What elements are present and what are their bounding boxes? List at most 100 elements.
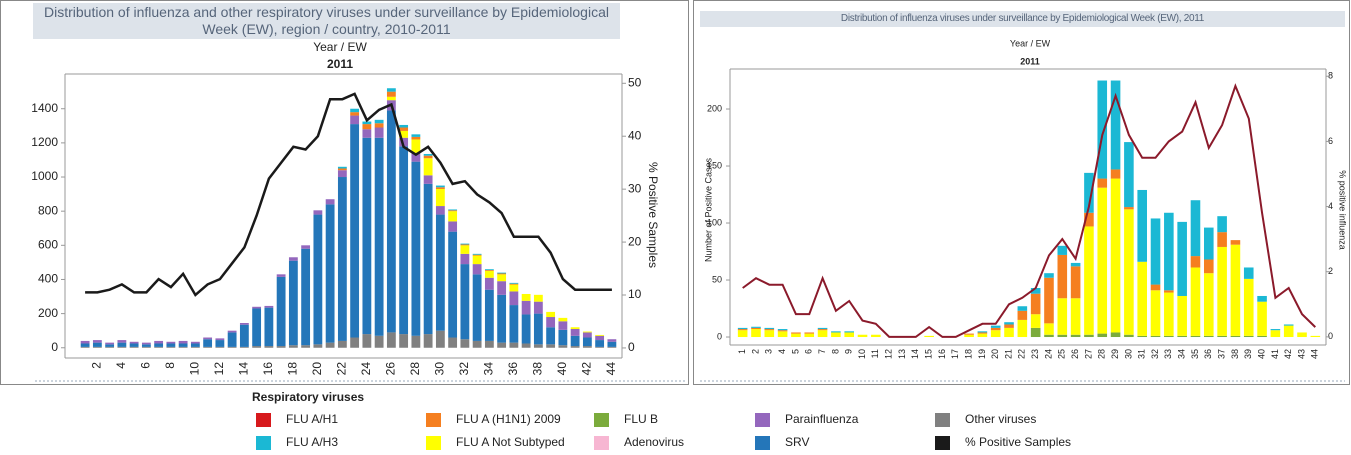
bar-segment — [362, 121, 372, 125]
bar-segment — [1243, 335, 1254, 338]
bar-segment — [1070, 298, 1081, 335]
bar-segment — [337, 340, 347, 348]
x-tick-label: 9 — [844, 349, 854, 354]
bar-segment — [337, 170, 347, 178]
bar-segment — [362, 137, 372, 335]
bar-segment — [1190, 200, 1201, 257]
bar-series: Parainfluenza — [80, 100, 617, 345]
bar-segment — [497, 274, 507, 282]
y-tick-label: 0 — [717, 331, 722, 341]
bar-segment — [325, 342, 335, 348]
x-tick-label: 2 — [90, 362, 104, 369]
bar-segment — [509, 305, 519, 343]
bar-segment — [288, 260, 298, 346]
legend-label: FLU B — [624, 412, 658, 426]
bar-segment — [313, 214, 323, 345]
y-tick-label: 600 — [38, 237, 58, 251]
bar-segment — [546, 311, 556, 318]
x-tick-label: 12 — [884, 349, 894, 359]
x-tick-label: 36 — [506, 362, 520, 376]
bar-segment — [595, 334, 605, 336]
bar-series: FLU A/H3 — [737, 80, 1294, 333]
bar-segment — [411, 136, 421, 140]
bar-segment — [350, 115, 360, 125]
bar-series: FLU A (H1N1) 2009 — [337, 91, 519, 285]
bar-segment — [313, 210, 323, 215]
bar-segment — [239, 324, 249, 347]
bar-segment — [764, 329, 775, 331]
x-tick-label: 44 — [1310, 349, 1320, 359]
bar-segment — [399, 124, 409, 128]
x-tick-label: 14 — [237, 362, 251, 376]
bar-segment — [1110, 178, 1121, 333]
y-tick-label: 400 — [38, 272, 58, 286]
bar-segment — [435, 214, 445, 331]
bar-segment — [1004, 324, 1014, 328]
bar-segment — [374, 335, 384, 348]
bar-segment — [1204, 335, 1214, 338]
bar-segment — [435, 187, 445, 189]
legend-swatch — [256, 436, 271, 450]
bar-segment — [595, 340, 605, 347]
bar-segment — [252, 306, 262, 309]
x-tick-label: 6 — [804, 349, 814, 354]
bar-segment — [844, 332, 854, 338]
bar-series: SRV — [80, 110, 617, 347]
x-tick-label: 27 — [1083, 349, 1093, 359]
bar-segment — [484, 289, 494, 341]
x-tick-label: 39 — [1243, 349, 1253, 359]
bar-segment — [105, 346, 115, 348]
bar-segment — [80, 343, 90, 347]
bar-segment — [990, 330, 1001, 338]
x-tick-label: 11 — [870, 349, 880, 358]
bar-segment — [817, 327, 828, 330]
legend-label: SRV — [785, 435, 809, 449]
bar-segment — [227, 346, 237, 348]
bar-segment — [509, 282, 519, 284]
y-tick-label: 200 — [707, 103, 722, 113]
bar-segment — [411, 134, 421, 137]
bar-segment — [1057, 245, 1068, 255]
bar-segment — [791, 332, 801, 334]
y-tick-label: 1400 — [31, 101, 58, 115]
bar-segment — [386, 96, 396, 101]
x-tick-label: 32 — [457, 362, 471, 376]
bar-segment — [301, 248, 311, 346]
x-tick-label: 8 — [830, 349, 840, 354]
y-tick-label: 100 — [707, 217, 722, 227]
bar-segment — [1190, 256, 1201, 268]
bar-segment — [497, 342, 507, 348]
bar-segment — [154, 340, 164, 344]
y2-axis-label: % Positive Samples — [646, 162, 660, 268]
bar-segment — [570, 335, 580, 347]
bar-segment — [203, 337, 213, 340]
bar-segment — [817, 329, 828, 331]
bar-segment — [751, 329, 761, 338]
left-panel — [0, 0, 689, 385]
bar-segment — [1030, 327, 1041, 338]
bar-segment — [460, 244, 470, 246]
bar-segment — [337, 166, 347, 169]
x-tick-label: 14 — [910, 349, 920, 359]
bar-segment — [411, 139, 421, 154]
bar-segment — [990, 327, 1001, 331]
bar-segment — [558, 345, 568, 348]
bar-segment — [764, 330, 775, 338]
y2-tick-label: 0 — [1328, 331, 1333, 341]
x-tick-label: 35 — [1190, 349, 1200, 359]
y2-tick-label: 2 — [1328, 266, 1333, 276]
x-tick-label: 36 — [1203, 349, 1213, 359]
bar-segment — [337, 177, 347, 341]
bar-segment — [1150, 290, 1161, 336]
bar-segment — [497, 272, 507, 274]
bar-segment — [977, 332, 988, 334]
x-tick-label: 32 — [1150, 349, 1160, 359]
bar-segment — [582, 332, 592, 338]
bar-segment — [844, 331, 854, 333]
x-tick-label: 40 — [555, 362, 569, 376]
bar-segment — [313, 344, 323, 348]
bar-segment — [1097, 333, 1108, 338]
y-tick-label: 800 — [38, 203, 58, 217]
bar-segment — [374, 119, 384, 124]
